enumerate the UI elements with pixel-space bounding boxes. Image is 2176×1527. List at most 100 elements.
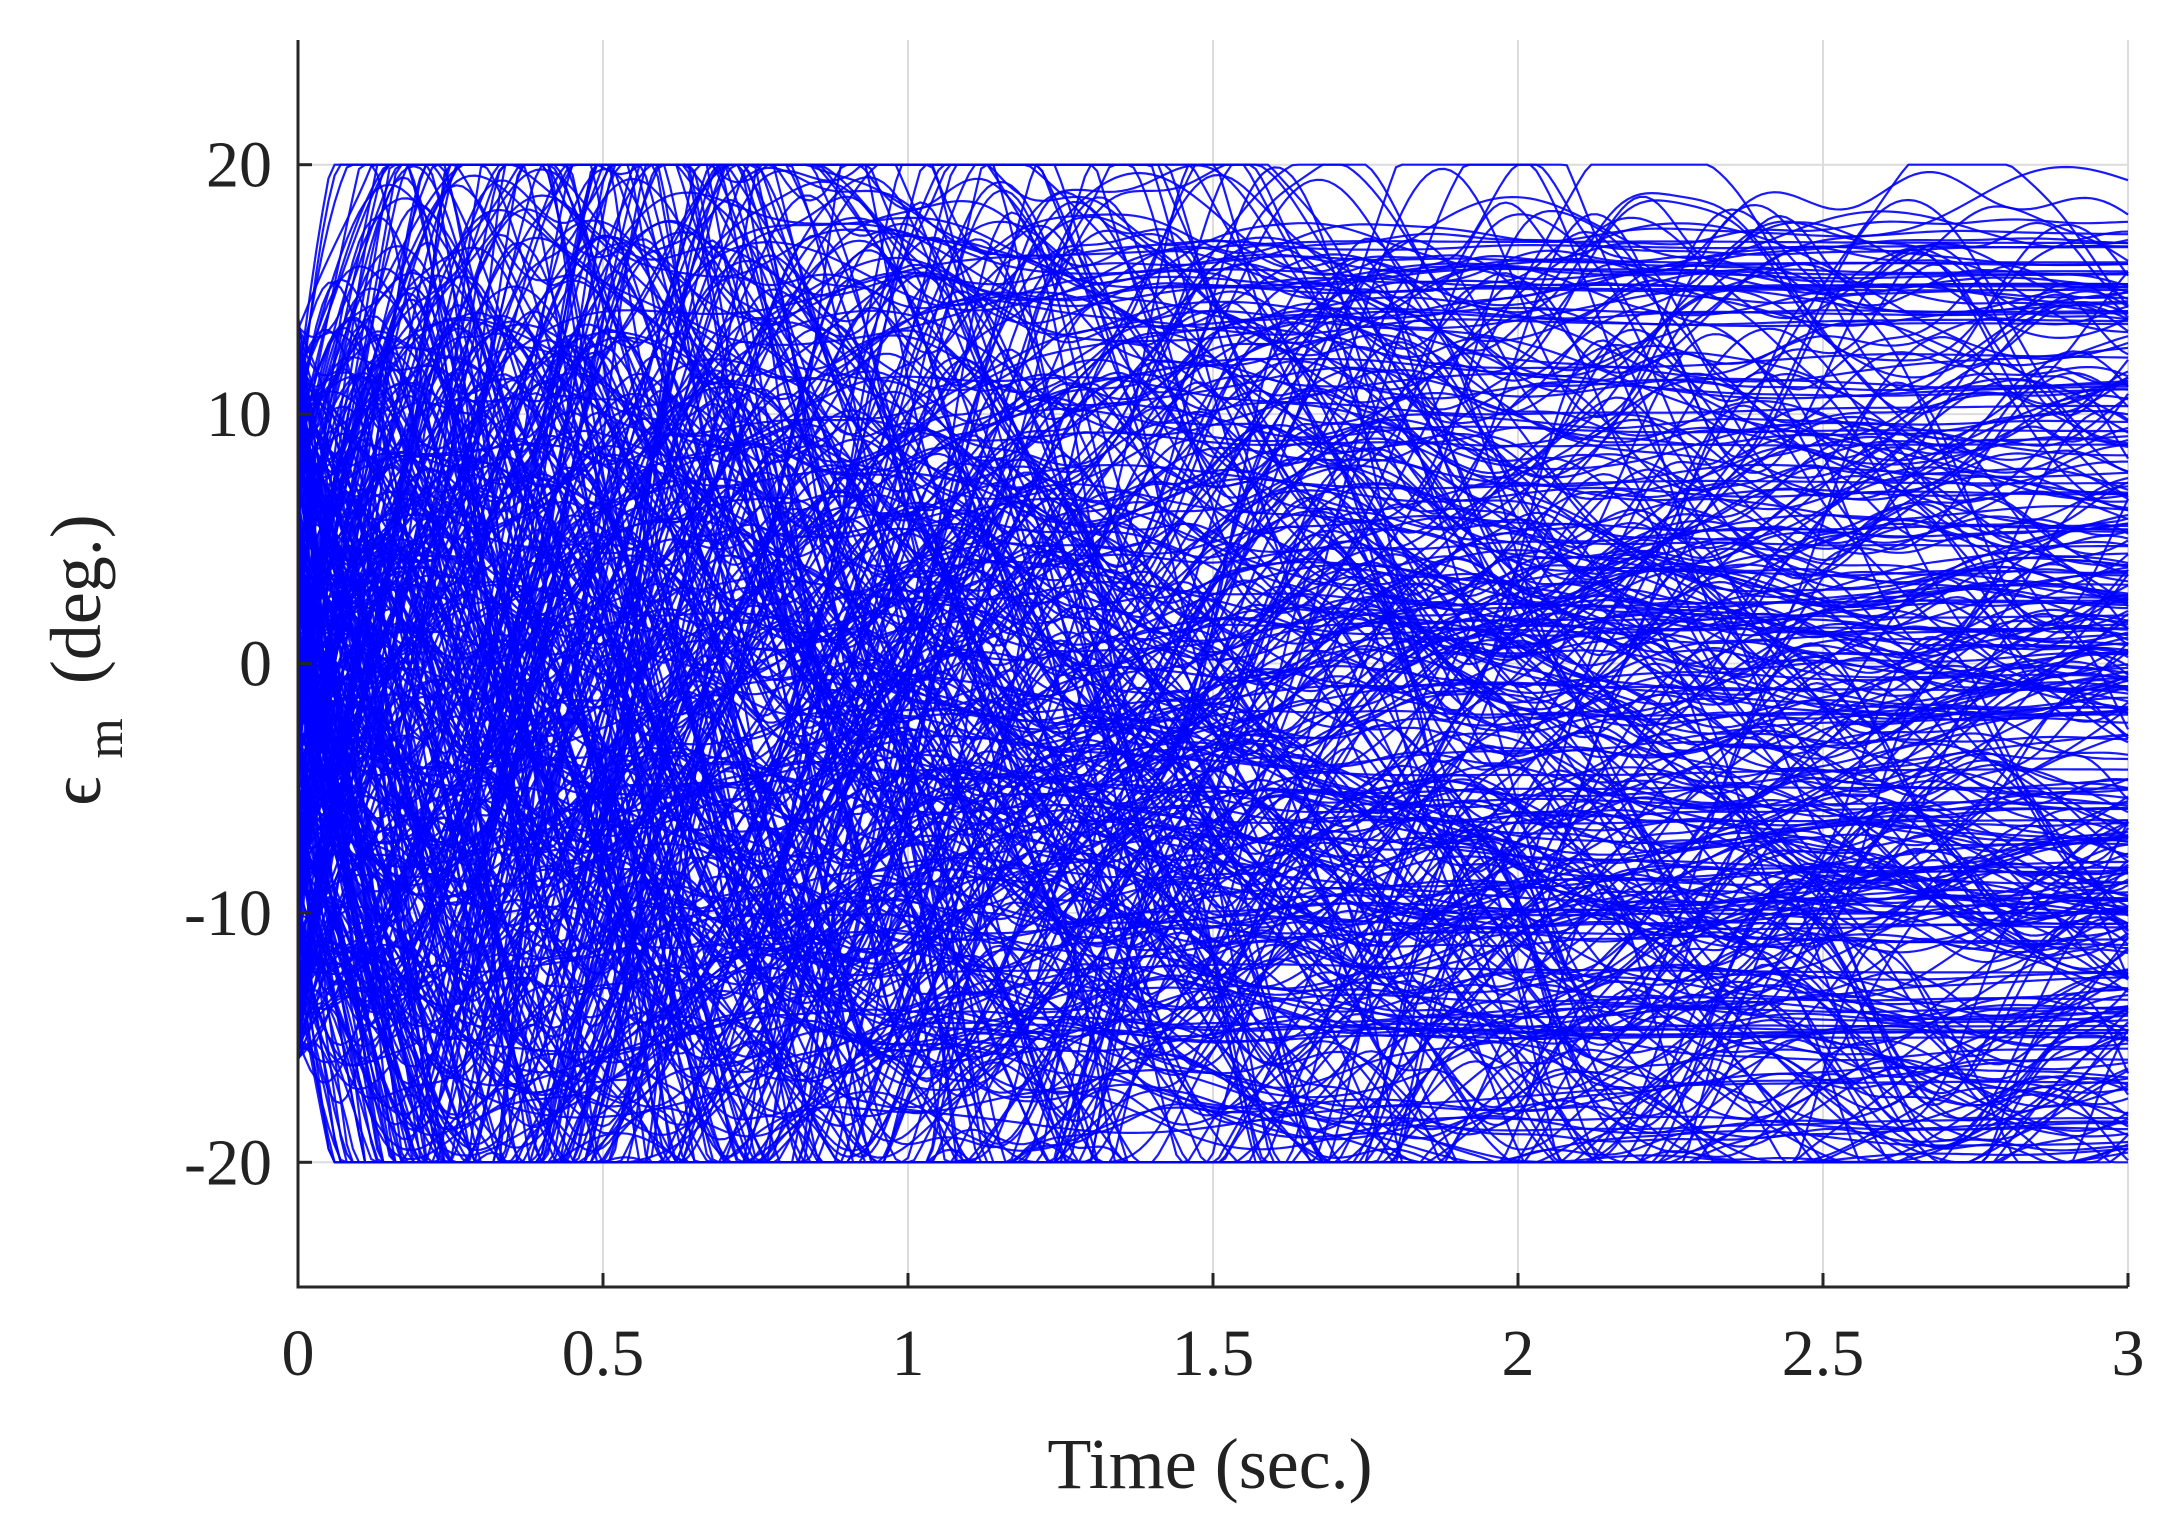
- trajectory-line-269: [296, 358, 2129, 1164]
- trajectory-line-227: [297, 385, 2129, 964]
- trajectory-line-201: [296, 163, 2128, 986]
- trajectory-line-396: [297, 651, 2129, 1164]
- y-axis-label: ϵ m (deg.): [36, 514, 138, 806]
- x-tick-label-1: 0.5: [562, 1317, 645, 1390]
- trajectory-line-371: [296, 163, 2129, 736]
- trajectory-line-104: [296, 194, 2129, 778]
- x-tick-label-0: 0: [282, 1317, 315, 1390]
- trajectory-line-240: [296, 401, 2129, 902]
- trajectory-line-386: [296, 313, 2129, 556]
- trajectory-line-343: [297, 379, 2129, 770]
- trajectory-line-348: [296, 434, 2129, 1039]
- trajectory-line-25: [297, 163, 2129, 383]
- trajectory-line-272: [296, 234, 2129, 941]
- trajectory-line-278: [296, 582, 2128, 1074]
- trajectory-line-182: [296, 340, 2129, 922]
- trajectory-line-304: [296, 197, 2128, 476]
- x-tick-label-4: 2: [1502, 1317, 1535, 1390]
- trajectory-line-353: [296, 959, 2129, 1164]
- tick-labels: 0 0.5 1 1.5 2 2.5 3 -20 -10 0 10 20: [184, 129, 2144, 1390]
- trajectory-line-306: [297, 163, 2129, 840]
- trajectory-line-351: [297, 761, 2128, 883]
- trajectory-line-288: [296, 274, 2129, 856]
- trajectory-line-399: [296, 457, 2129, 857]
- y-tick-label-1: -10: [184, 877, 272, 950]
- trajectory-line-355: [296, 163, 2129, 1008]
- trajectory-line-383: [297, 500, 2129, 765]
- trajectory-line-393: [296, 756, 2129, 1119]
- trajectory-line-311: [296, 330, 2129, 1013]
- x-tick-label-6: 3: [2112, 1317, 2145, 1390]
- trajectory-line-327: [296, 168, 2128, 517]
- x-tick-label-5: 2.5: [1782, 1317, 1865, 1390]
- trajectory-line-266: [297, 622, 2129, 1164]
- trajectory-line-394: [296, 591, 2129, 1067]
- trajectory-line-46: [296, 338, 2129, 807]
- trajectory-line-362: [296, 344, 2129, 661]
- trajectory-line-248: [296, 241, 2129, 560]
- x-tick-label-3: 1.5: [1172, 1317, 1255, 1390]
- y-tick-label-0: -20: [184, 1126, 272, 1199]
- trajectory-line-314: [296, 415, 2128, 899]
- trajectory-line-379: [297, 563, 2129, 1164]
- trajectory-line-390: [296, 168, 2128, 920]
- trajectory-series: [296, 163, 2130, 1164]
- trajectory-line-373: [296, 691, 2129, 1095]
- trajectory-line-271: [296, 561, 2129, 1164]
- trajectory-line-381: [296, 580, 2129, 986]
- trajectory-line-359: [297, 734, 2129, 960]
- trajectory-line-350: [296, 322, 2129, 694]
- trajectory-line-268: [296, 163, 2129, 739]
- trajectory-line-374: [297, 453, 2129, 891]
- y-axis-symbol: ϵ: [36, 777, 116, 806]
- axes: [296, 40, 2130, 1289]
- trajectory-line-354: [297, 383, 2129, 1164]
- trajectory-line-395: [297, 580, 2129, 1062]
- trajectory-line-154: [296, 279, 2129, 1047]
- trajectory-line-149: [296, 316, 2129, 509]
- trajectory-line-376: [296, 346, 2129, 598]
- trajectory-line-347: [296, 315, 2129, 769]
- trajectory-line-87: [296, 906, 2129, 1164]
- trajectory-line-397: [297, 163, 2129, 401]
- trajectory-line-363: [296, 531, 2129, 1141]
- trajectory-line-380: [296, 333, 2129, 880]
- trajectory-line-325: [296, 238, 2129, 817]
- trajectory-line-330: [297, 326, 2129, 838]
- trajectory-line-301: [296, 809, 2129, 1064]
- trajectory-line-313: [297, 296, 2129, 746]
- trajectory-line-364: [297, 655, 2129, 1111]
- trajectory-line-358: [296, 530, 2129, 981]
- trajectory-line-62: [296, 163, 2129, 1017]
- trajectory-line-338: [297, 482, 2129, 740]
- trajectory-line-357: [296, 618, 2129, 1164]
- trajectory-line-375: [296, 392, 2129, 997]
- y-tick-label-3: 10: [206, 378, 272, 451]
- trajectory-line-319: [296, 346, 2128, 886]
- trajectory-line-320: [296, 632, 2128, 1054]
- trajectory-line-284: [297, 501, 2129, 1126]
- trajectory-line-382: [297, 711, 2129, 832]
- trajectory-line-196: [296, 332, 2129, 780]
- trajectory-line-317: [296, 692, 2128, 1164]
- y-tick-label-4: 20: [206, 129, 272, 202]
- y-tick-label-2: 0: [239, 628, 272, 701]
- trajectory-line-171: [296, 163, 2129, 618]
- trajectory-line-219: [296, 600, 2129, 1029]
- trajectory-line-378: [296, 194, 2128, 482]
- trajectory-line-339: [296, 320, 2129, 796]
- trajectory-line-252: [297, 191, 2129, 483]
- trajectory-line-356: [296, 323, 2129, 1164]
- trajectory-line-365: [297, 358, 2128, 540]
- y-axis-unit: (deg.): [36, 514, 116, 684]
- trajectory-line-398: [296, 239, 2129, 953]
- trajectory-line-342: [296, 220, 2129, 744]
- trajectory-line-370: [297, 267, 2129, 714]
- trajectory-line-392: [296, 830, 2128, 998]
- y-axis-subscript: m: [77, 718, 134, 758]
- trajectory-line-377: [297, 474, 2129, 853]
- trajectory-line-305: [296, 527, 2129, 970]
- x-tick-label-2: 1: [892, 1317, 925, 1390]
- x-axis-label: Time (sec.): [1047, 1424, 1372, 1504]
